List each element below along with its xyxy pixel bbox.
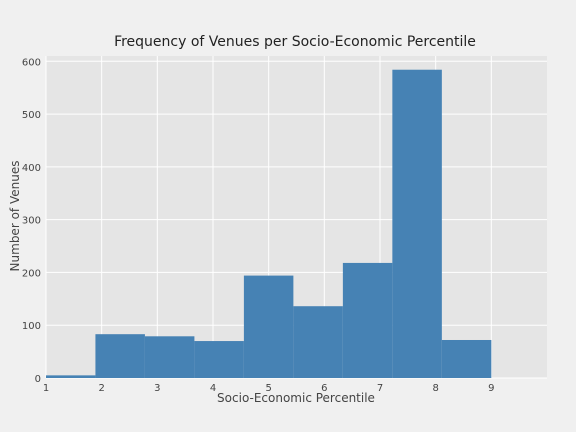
histogram-bar <box>46 375 96 378</box>
y-axis-ticks: 0 100 200 300 400 500 600 <box>22 57 41 385</box>
x-tick-label: 7 <box>377 383 383 394</box>
y-tick-label: 0 <box>35 374 41 385</box>
y-axis-label: Number of Venues <box>8 161 22 272</box>
y-tick-label: 300 <box>22 216 41 227</box>
x-tick-label: 1 <box>43 383 49 394</box>
x-tick-label: 3 <box>154 383 160 394</box>
histogram-bar <box>441 339 492 378</box>
histogram-bar <box>243 275 294 378</box>
bars <box>46 69 492 379</box>
x-tick-label: 9 <box>488 383 494 394</box>
x-tick-label: 6 <box>321 383 327 394</box>
x-tick-label: 4 <box>210 383 216 394</box>
histogram-bar <box>392 69 442 379</box>
y-tick-label: 400 <box>22 163 41 174</box>
x-axis-ticks: 1 2 3 4 5 6 7 8 9 <box>43 383 495 394</box>
x-tick-label: 5 <box>265 383 271 394</box>
y-tick-label: 200 <box>22 268 41 279</box>
y-tick-label: 500 <box>22 110 41 121</box>
histogram-bar <box>194 341 244 378</box>
histogram-bar <box>95 334 145 378</box>
histogram-bar <box>293 306 343 378</box>
x-tick-label: 2 <box>98 383 104 394</box>
x-axis-label: Socio-Economic Percentile <box>217 391 375 405</box>
histogram-bar <box>342 262 393 378</box>
x-tick-label: 8 <box>432 383 438 394</box>
y-tick-label: 100 <box>22 321 41 332</box>
chart-title: Frequency of Venues per Socio-Economic P… <box>114 34 476 50</box>
histogram-bar <box>144 336 195 378</box>
y-tick-label: 600 <box>22 57 41 68</box>
